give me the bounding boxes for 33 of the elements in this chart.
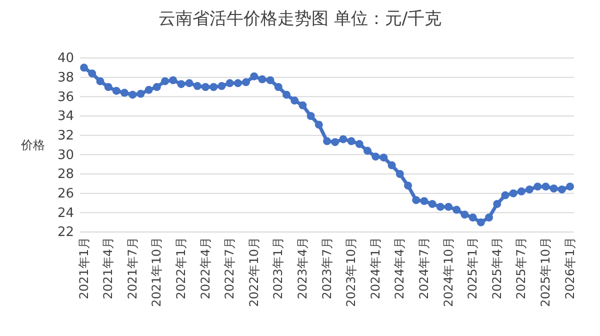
- y-tick-label: 24: [57, 206, 74, 221]
- y-tick-label: 32: [57, 128, 74, 144]
- y-tick-label: 38: [57, 70, 74, 86]
- y-tick-label: 34: [57, 109, 74, 124]
- x-tick-label: 2025年10月: [538, 237, 553, 307]
- x-tick-label: 2023年10月: [344, 237, 358, 307]
- x-tick-label: 2021年1月: [76, 237, 91, 300]
- x-tick-label: 2025年7月: [514, 237, 528, 300]
- x-tick-label: 2026年1月: [562, 237, 577, 300]
- x-tick-label: 2022年10月: [246, 237, 261, 307]
- x-tick-label: 2025年1月: [466, 237, 480, 300]
- x-tick-label: 2021年10月: [150, 237, 164, 307]
- x-tick-label: 2023年4月: [296, 237, 310, 300]
- x-tick-label: 2022年7月: [222, 237, 237, 300]
- x-tick-label: 2024年10月: [441, 237, 456, 307]
- chart-title: 云南省活牛价格走势图 单位：元/千克: [158, 9, 442, 29]
- x-tick-label: 2023年1月: [271, 237, 286, 300]
- x-tick-label: 2024年4月: [392, 237, 407, 300]
- y-tick-label: 36: [57, 90, 74, 105]
- x-tick-label: 2023年7月: [320, 237, 334, 300]
- y-axis-title: 价格: [20, 138, 45, 152]
- x-tick-label: 2021年7月: [125, 237, 140, 300]
- x-tick-label: 2022年1月: [174, 237, 188, 300]
- y-tick-label: 28: [57, 167, 74, 182]
- x-tick-label: 2024年1月: [368, 237, 382, 300]
- y-tick-label: 40: [57, 51, 74, 66]
- x-tick-label: 2021年4月: [101, 237, 116, 300]
- y-tick-label: 30: [57, 148, 74, 163]
- y-tick-label: 22: [57, 225, 74, 240]
- x-tick-label: 2022年4月: [198, 237, 212, 300]
- y-tick-label: 26: [57, 186, 74, 202]
- x-tick-label: 2025年4月: [490, 237, 504, 300]
- x-tick-label: 2024年7月: [417, 237, 432, 300]
